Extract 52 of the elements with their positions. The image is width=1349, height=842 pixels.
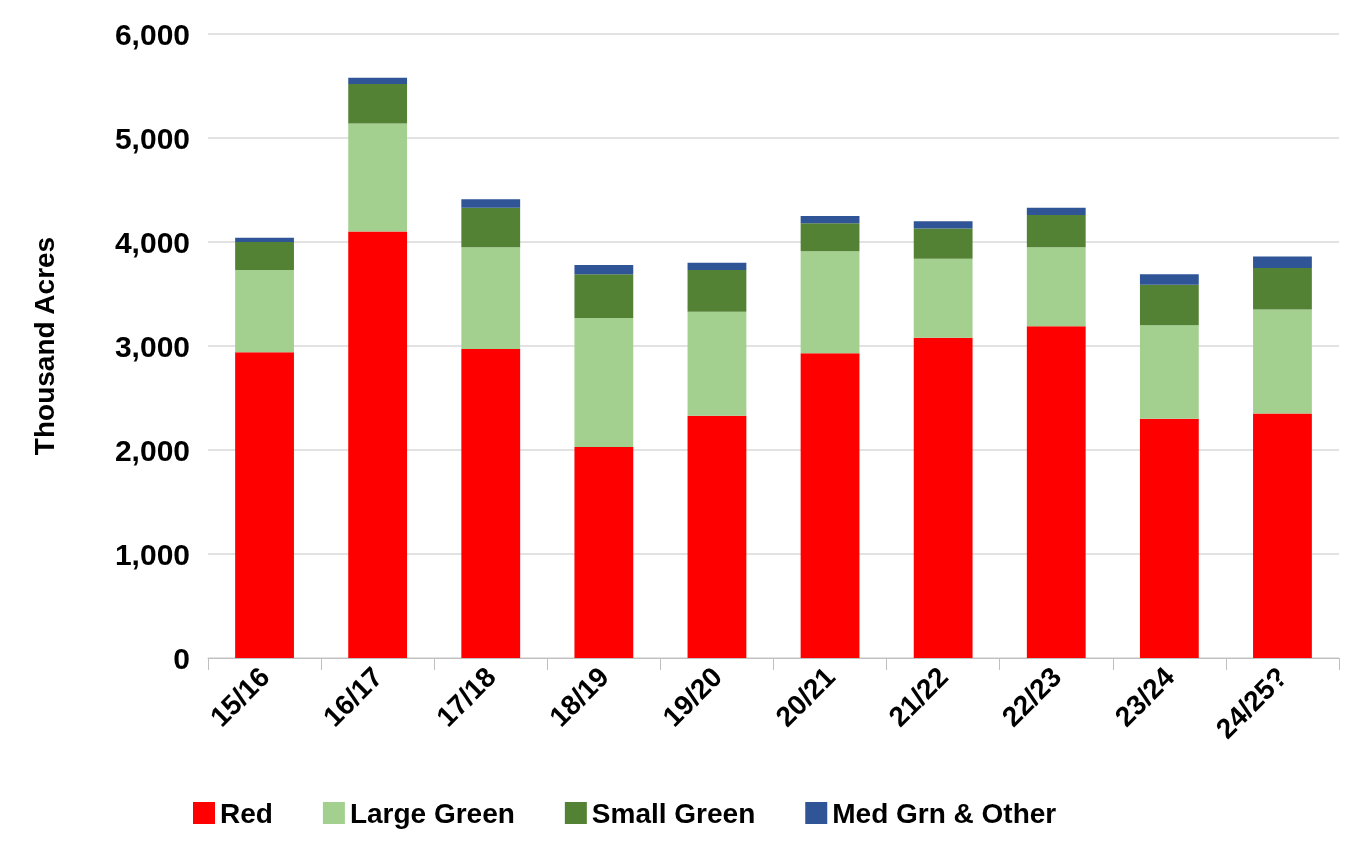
bar: [574, 317, 634, 447]
legend-label: Large Green: [349, 797, 515, 829]
bar: [913, 228, 973, 259]
bar: [235, 242, 294, 271]
bar: [461, 199, 521, 208]
bar: [235, 352, 294, 658]
bar: [1026, 214, 1086, 248]
bar: [800, 353, 860, 658]
bar: [800, 216, 860, 224]
bar: [1026, 207, 1086, 215]
bar: [1253, 309, 1312, 414]
bar: [461, 207, 521, 248]
bar: [461, 247, 521, 350]
bar: [687, 270, 747, 312]
bar: [1139, 325, 1199, 419]
bar: [687, 262, 747, 271]
bar: [461, 349, 521, 658]
y-tick-label: 4,000: [114, 225, 190, 259]
y-tick-label: 5,000: [114, 121, 190, 155]
bar: [687, 311, 747, 416]
legend-label: Med Grn & Other: [832, 797, 1057, 829]
bar: [1139, 274, 1199, 285]
bar: [574, 274, 634, 318]
bar: [574, 446, 634, 658]
bar: [913, 258, 973, 338]
y-axis-title: Thousand Acres: [28, 236, 60, 456]
bar: [687, 415, 747, 658]
bar: [348, 231, 408, 658]
bar: [913, 337, 973, 658]
bar: [235, 270, 294, 353]
bar: [1139, 284, 1199, 326]
bar: [348, 83, 408, 124]
y-tick-label: 2,000: [114, 433, 190, 467]
bar: [1253, 268, 1312, 310]
legend-label: Red: [220, 797, 273, 829]
legend-label: Small Green: [591, 797, 756, 829]
bar: [348, 123, 408, 232]
bar: [574, 264, 634, 275]
bar: [800, 251, 860, 354]
bar: [913, 221, 973, 229]
y-tick-label: 0: [173, 641, 190, 675]
bar: [1026, 247, 1086, 327]
bar: [1026, 326, 1086, 658]
bar: [1139, 418, 1199, 658]
bar: [1253, 256, 1312, 268]
y-tick-label: 6,000: [114, 17, 190, 51]
bar: [800, 223, 860, 252]
bar: [235, 237, 294, 242]
y-tick-label: 1,000: [114, 537, 190, 571]
y-tick-label: 3,000: [114, 329, 190, 363]
bar: [348, 77, 408, 84]
bar: [1253, 413, 1312, 658]
